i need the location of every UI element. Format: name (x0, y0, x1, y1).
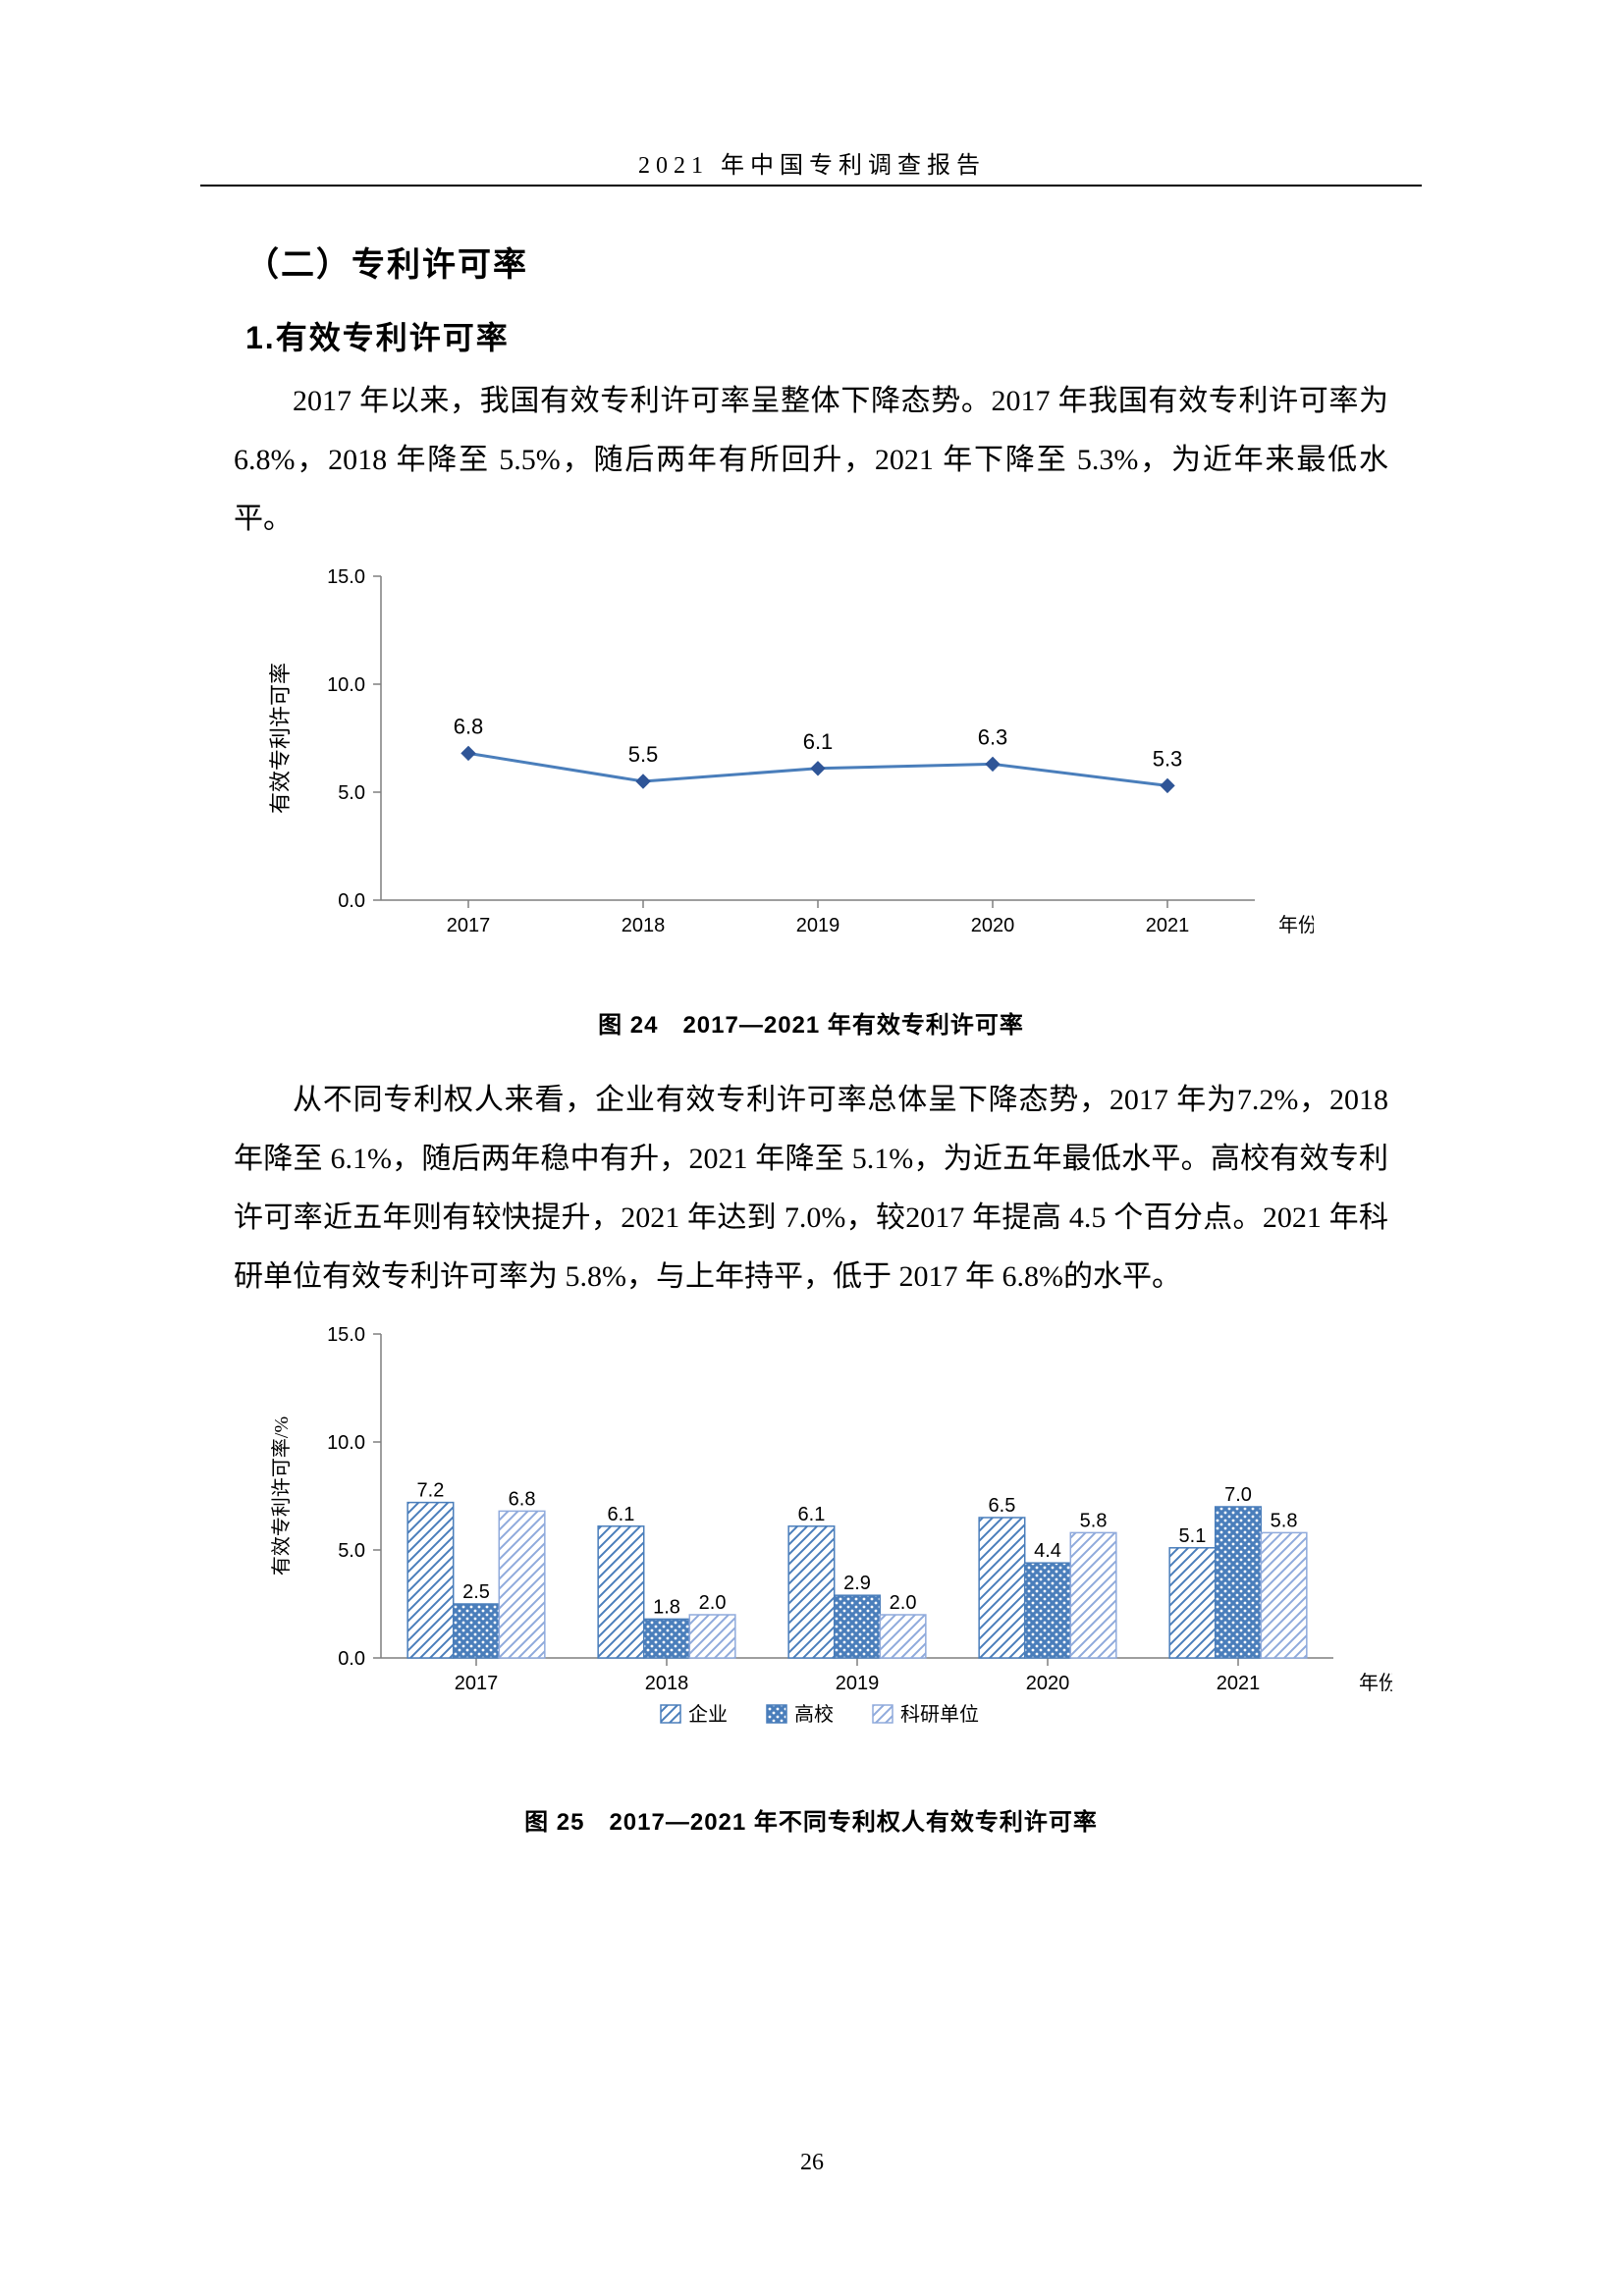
svg-text:0.0: 0.0 (338, 1648, 365, 1670)
svg-text:6.1: 6.1 (803, 729, 834, 754)
svg-text:6.1: 6.1 (608, 1504, 635, 1525)
svg-text:科研单位: 科研单位 (900, 1703, 979, 1726)
heading-l3: 1.有效专利许可率 (245, 313, 1388, 358)
svg-text:2020: 2020 (1026, 1673, 1070, 1694)
page-number: 26 (0, 2150, 1624, 2176)
svg-text:6.1: 6.1 (798, 1504, 826, 1525)
svg-text:2019: 2019 (796, 915, 840, 936)
svg-text:15.0: 15.0 (327, 566, 365, 588)
svg-text:5.3: 5.3 (1153, 746, 1183, 771)
chart-25: 0.05.010.015.0有效专利许可率/%年份20177.22.56.820… (234, 1314, 1388, 1771)
svg-text:2019: 2019 (836, 1673, 880, 1694)
svg-text:5.8: 5.8 (1271, 1510, 1298, 1531)
svg-text:6.8: 6.8 (454, 714, 484, 738)
svg-text:年份: 年份 (1359, 1672, 1392, 1694)
heading-l2: （二）专利许可率 (245, 238, 1388, 286)
svg-text:10.0: 10.0 (327, 1432, 365, 1454)
chart-24: 0.0 5.0 10.0 15.0 2017 2018 2019 2020 2021 有效专利许可… (234, 557, 1388, 974)
svg-text:2017: 2017 (455, 1673, 499, 1694)
svg-text:4.4: 4.4 (1034, 1540, 1061, 1562)
svg-text:2020: 2020 (971, 915, 1015, 936)
chart-25-caption: 图 25 2017—2021 年不同专利权人有效专利许可率 (234, 1802, 1388, 1837)
svg-text:2.0: 2.0 (890, 1592, 917, 1614)
svg-text:2018: 2018 (645, 1673, 689, 1694)
svg-text:10.0: 10.0 (327, 674, 365, 696)
svg-text:2.5: 2.5 (462, 1581, 490, 1603)
svg-text:2.9: 2.9 (843, 1573, 871, 1594)
paragraph-2: 从不同专利权人来看，企业有效专利许可率总体呈下降态势，2017 年为7.2%，2… (234, 1071, 1388, 1307)
svg-text:5.5: 5.5 (628, 742, 659, 767)
svg-text:5.0: 5.0 (338, 782, 365, 804)
main-content: （二）专利许可率 1.有效专利许可率 2017 年以来，我国有效专利许可率呈整体… (234, 226, 1388, 1868)
svg-text:2018: 2018 (622, 915, 666, 936)
svg-text:5.0: 5.0 (338, 1540, 365, 1562)
svg-text:2.0: 2.0 (699, 1592, 727, 1614)
svg-text:0.0: 0.0 (338, 890, 365, 912)
svg-text:有效专利许可率/%: 有效专利许可率/% (270, 1416, 293, 1575)
svg-text:5.8: 5.8 (1080, 1510, 1108, 1531)
running-header: 2021 年中国专利调查报告 (0, 145, 1624, 180)
svg-text:1.8: 1.8 (653, 1596, 680, 1618)
svg-text:企业: 企业 (688, 1703, 728, 1726)
svg-text:15.0: 15.0 (327, 1324, 365, 1346)
chart-24-caption: 图 24 2017—2021 年有效专利许可率 (234, 1005, 1388, 1040)
svg-text:6.3: 6.3 (978, 724, 1008, 749)
paragraph-1: 2017 年以来，我国有效专利许可率呈整体下降态势。2017 年我国有效专利许可… (234, 372, 1388, 549)
svg-text:2021: 2021 (1217, 1673, 1261, 1694)
svg-text:7.2: 7.2 (417, 1480, 445, 1502)
header-rule (200, 185, 1422, 187)
svg-text:2017: 2017 (447, 915, 491, 936)
svg-text:6.5: 6.5 (989, 1495, 1016, 1517)
svg-text:年份: 年份 (1278, 914, 1314, 936)
svg-text:有效专利许可率: 有效专利许可率 (268, 663, 293, 814)
svg-text:5.1: 5.1 (1179, 1525, 1207, 1547)
svg-text:6.8: 6.8 (509, 1488, 536, 1510)
svg-text:高校: 高校 (794, 1703, 834, 1726)
svg-text:7.0: 7.0 (1224, 1484, 1252, 1506)
svg-text:2021: 2021 (1146, 915, 1190, 936)
